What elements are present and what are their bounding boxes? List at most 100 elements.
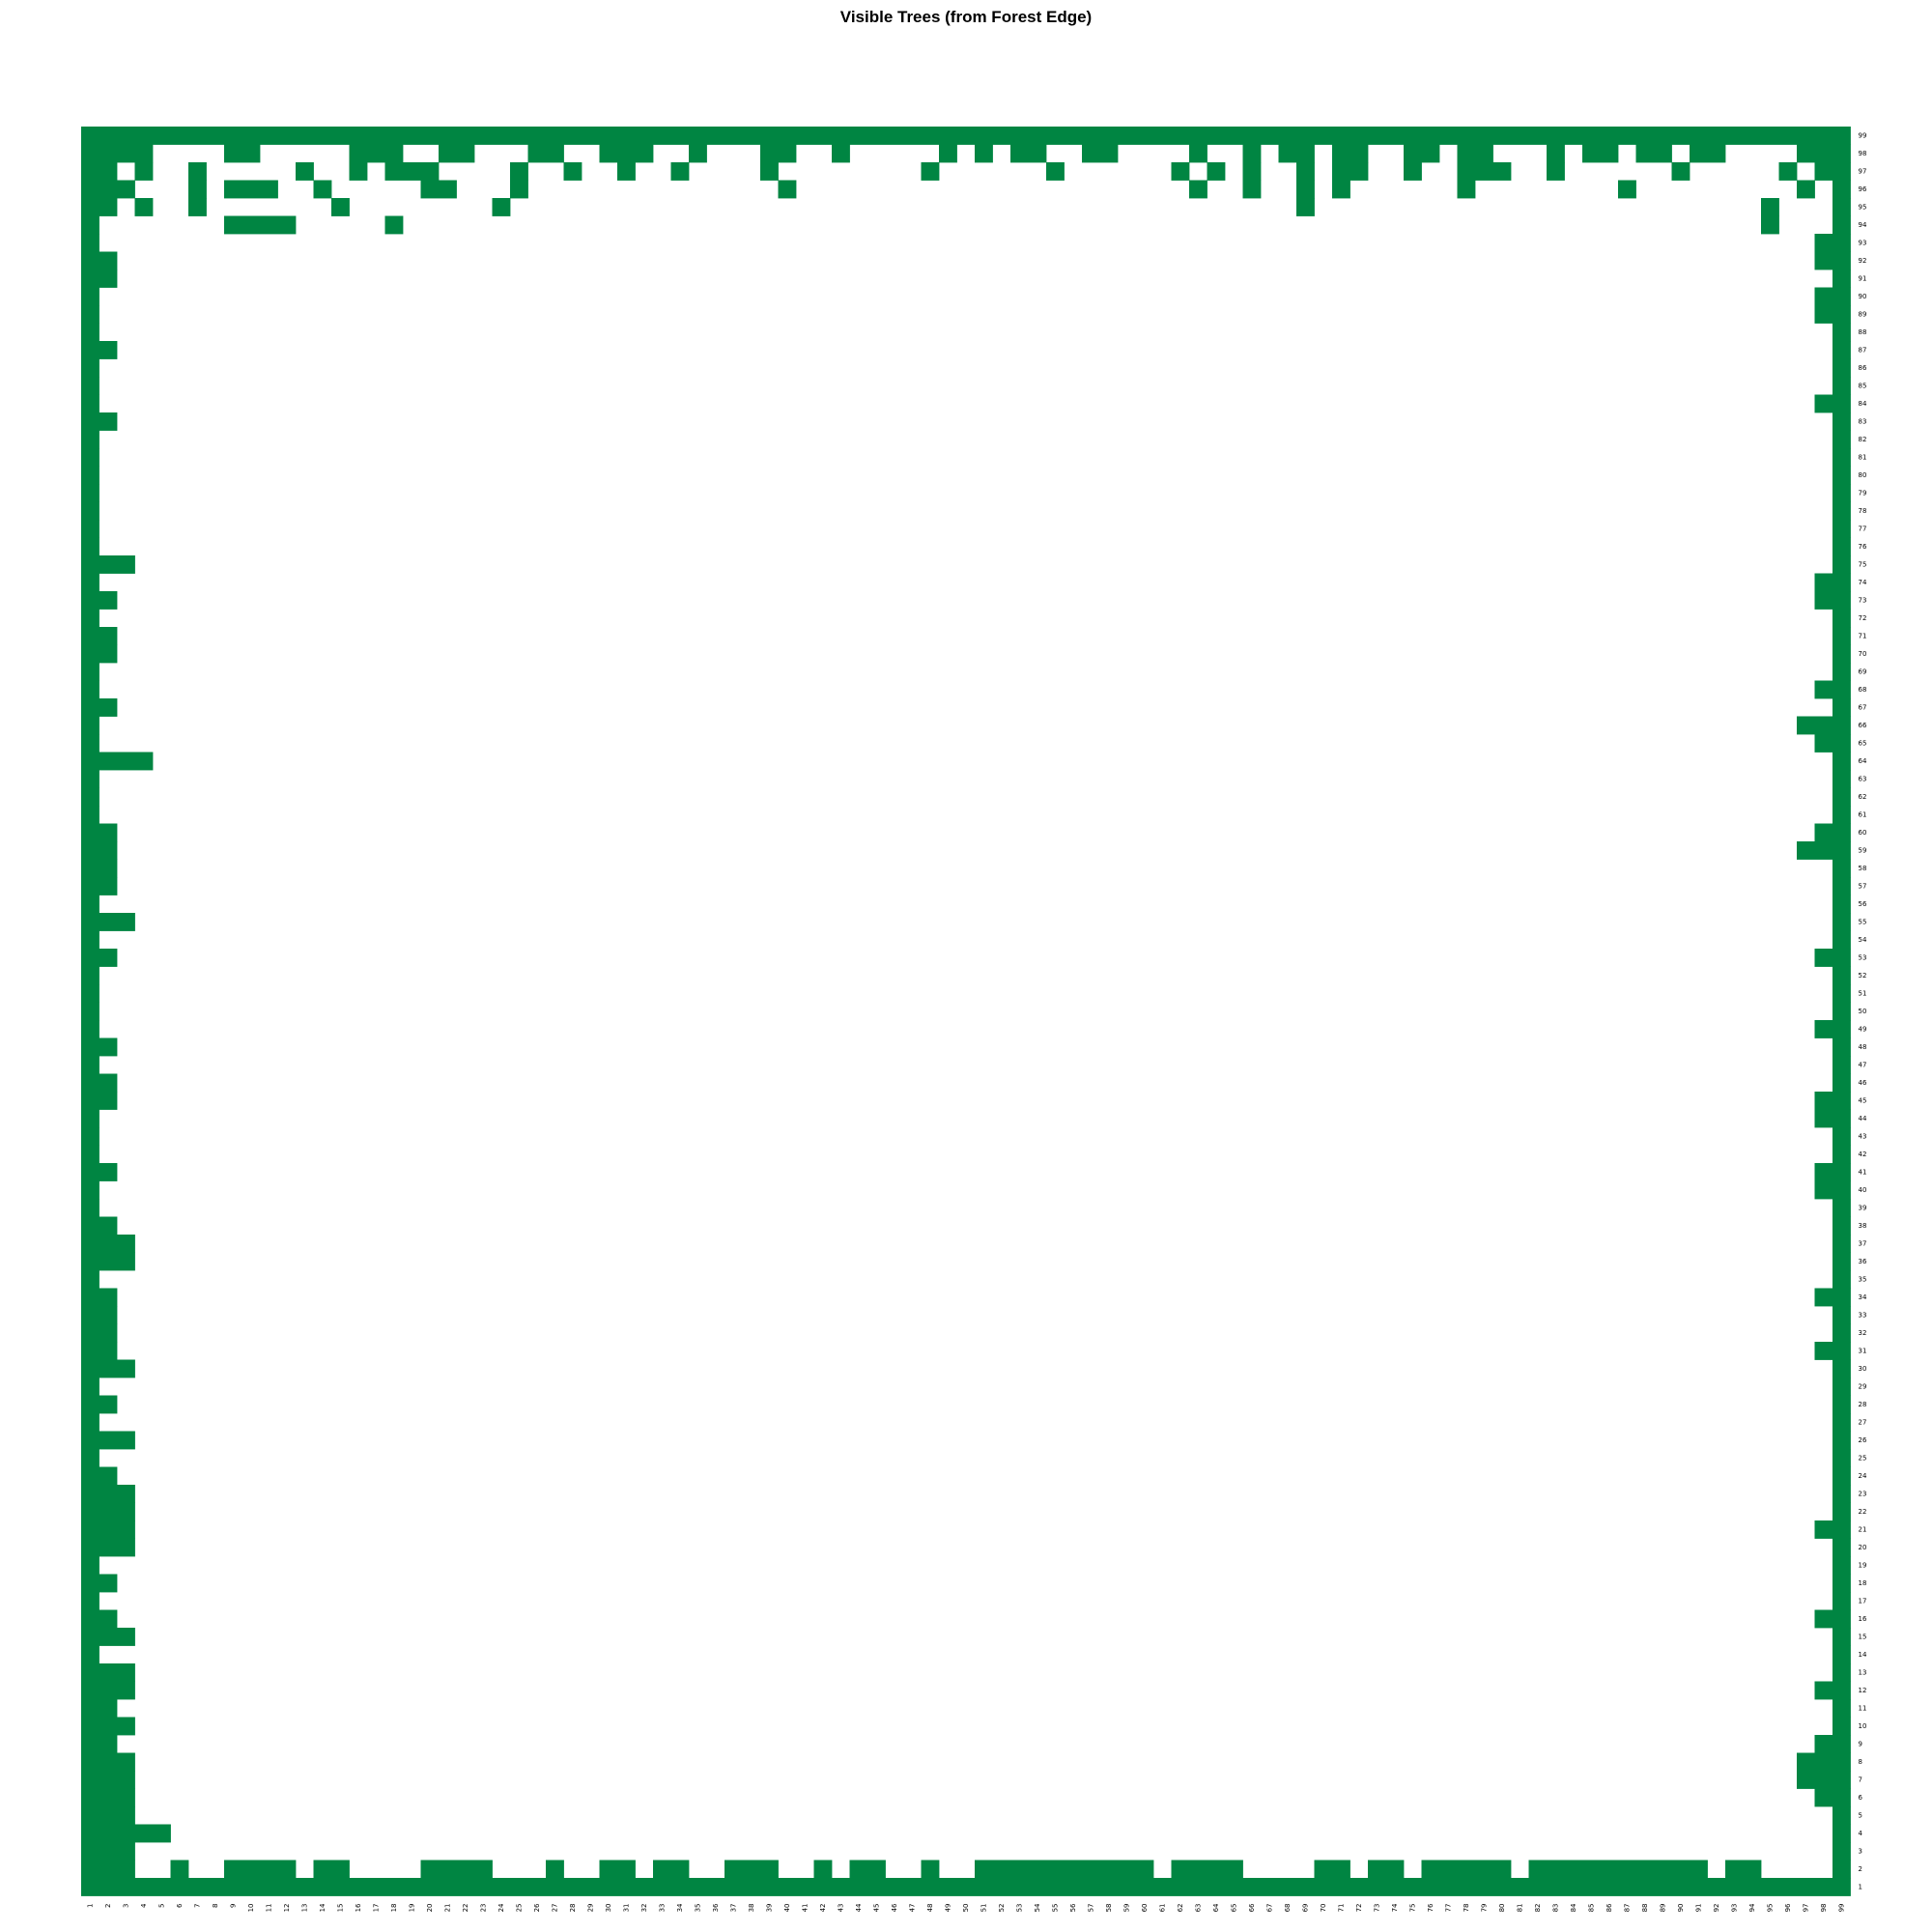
- x-tick-label: 32: [640, 1904, 648, 1913]
- visible-tree-cell: [81, 1485, 135, 1503]
- y-tick-label: 77: [1859, 525, 1867, 532]
- x-tick-label: 27: [551, 1904, 558, 1913]
- visible-tree-cell: [81, 770, 99, 788]
- visible-tree-cell: [1833, 1502, 1851, 1521]
- visible-tree-cell: [1814, 1342, 1851, 1360]
- y-tick-label: 59: [1859, 846, 1867, 854]
- visible-tree-cell: [1833, 913, 1851, 931]
- visible-tree-cell: [81, 234, 99, 252]
- y-tick-label: 85: [1859, 382, 1867, 389]
- y-tick-label: 49: [1859, 1025, 1867, 1033]
- visible-tree-cell: [81, 484, 99, 502]
- visible-tree-cell: [1833, 1199, 1851, 1217]
- visible-tree-cell: [81, 716, 99, 735]
- visible-tree-cell: [1457, 180, 1476, 199]
- visible-tree-cell: [81, 1306, 118, 1324]
- visible-tree-cell: [81, 1199, 99, 1217]
- visible-tree-cell: [81, 466, 99, 485]
- visible-tree-cell: [1421, 1860, 1512, 1879]
- visible-tree-cell: [1833, 1270, 1851, 1289]
- visible-tree-cell: [1833, 1002, 1851, 1021]
- y-tick-label: 34: [1859, 1293, 1867, 1301]
- visible-tree-cell: [1833, 1806, 1851, 1825]
- visible-tree-cell: [1582, 144, 1619, 163]
- visible-tree-cell: [224, 144, 261, 163]
- visible-tree-cell: [81, 698, 118, 717]
- visible-tree-cell: [1814, 162, 1851, 181]
- y-tick-label: 19: [1859, 1561, 1867, 1569]
- visible-tree-cell: [81, 609, 99, 628]
- visible-tree-cell: [1833, 859, 1851, 878]
- chart-title: Visible Trees (from Forest Edge): [839, 8, 1093, 26]
- visible-tree-cell: [1296, 198, 1315, 216]
- visible-tree-cell: [1797, 716, 1851, 735]
- visible-tree-cell: [81, 1235, 135, 1253]
- x-tick-label: 46: [891, 1903, 898, 1912]
- x-tick-label: 91: [1694, 1904, 1702, 1913]
- visible-tree-cell: [1833, 1235, 1851, 1253]
- visible-tree-cell: [81, 358, 99, 378]
- visible-tree-cell: [1761, 198, 1779, 216]
- visible-tree-cell: [1778, 162, 1798, 181]
- x-tick-label: 94: [1748, 1903, 1756, 1912]
- visible-tree-cell: [546, 1860, 564, 1879]
- x-tick-label: 28: [569, 1904, 577, 1913]
- visible-tree-cell: [81, 412, 118, 431]
- x-tick-label: 97: [1802, 1904, 1809, 1913]
- x-tick-label: 84: [1570, 1903, 1577, 1912]
- visible-tree-cell: [1814, 251, 1851, 270]
- y-tick-label: 91: [1859, 274, 1867, 282]
- visible-tree-cell: [778, 180, 797, 199]
- x-tick-label: 55: [1051, 1904, 1059, 1913]
- x-tick-label: 31: [622, 1904, 630, 1913]
- visible-tree-cell: [1833, 895, 1851, 914]
- y-tick-label: 69: [1859, 668, 1867, 675]
- visible-tree-cell: [81, 1378, 99, 1396]
- visible-tree-cell: [81, 1592, 99, 1610]
- x-tick-label: 49: [944, 1904, 952, 1913]
- visible-tree-cell: [313, 1860, 350, 1879]
- visible-tree-cell: [1618, 180, 1636, 199]
- y-tick-label: 75: [1859, 560, 1867, 568]
- visible-tree-cell: [81, 913, 135, 931]
- visible-tree-cell: [81, 270, 118, 288]
- visible-tree-cell: [1833, 1056, 1851, 1074]
- x-tick-label: 15: [336, 1904, 344, 1913]
- visible-tree-cell: [81, 1252, 135, 1271]
- visible-tree-cell: [1457, 162, 1512, 181]
- y-tick-label: 74: [1859, 579, 1867, 586]
- visible-tree-cell: [81, 1628, 135, 1646]
- visible-tree-cell: [832, 144, 850, 163]
- x-tick-label: 72: [1355, 1904, 1363, 1913]
- visible-tree-cell: [1814, 394, 1851, 413]
- x-tick-label: 16: [355, 1903, 362, 1912]
- visible-tree-cell: [439, 144, 475, 163]
- visible-tree-cell: [1833, 1717, 1851, 1736]
- y-tick-label: 43: [1859, 1132, 1867, 1140]
- x-tick-label: 64: [1212, 1903, 1220, 1912]
- y-tick-label: 48: [1859, 1043, 1867, 1051]
- visible-tree-cell: [1547, 144, 1565, 163]
- x-tick-label: 5: [157, 1904, 165, 1908]
- visible-tree-cell: [1797, 1771, 1851, 1789]
- visible-tree-cell: [1242, 180, 1262, 199]
- x-tick-label: 17: [372, 1904, 380, 1913]
- y-tick-label: 73: [1859, 596, 1867, 604]
- visible-tree-cell: [1833, 1663, 1851, 1682]
- x-tick-label: 25: [515, 1904, 523, 1913]
- y-tick-label: 46: [1859, 1079, 1867, 1087]
- y-tick-label: 5: [1859, 1811, 1862, 1819]
- visible-tree-cell: [1171, 1860, 1243, 1879]
- visible-tree-cell: [1814, 949, 1851, 967]
- y-tick-label: 93: [1859, 239, 1867, 246]
- y-tick-label: 78: [1859, 507, 1867, 515]
- visible-tree-cell: [1833, 555, 1851, 574]
- visible-tree-cell: [81, 1681, 135, 1700]
- visible-tree-cell: [81, 1431, 135, 1450]
- y-tick-label: 30: [1859, 1365, 1867, 1373]
- visible-tree-cell: [224, 180, 278, 199]
- visible-tree-cell: [1797, 841, 1851, 860]
- visible-tree-cell: [188, 180, 207, 199]
- y-tick-label: 18: [1859, 1579, 1867, 1587]
